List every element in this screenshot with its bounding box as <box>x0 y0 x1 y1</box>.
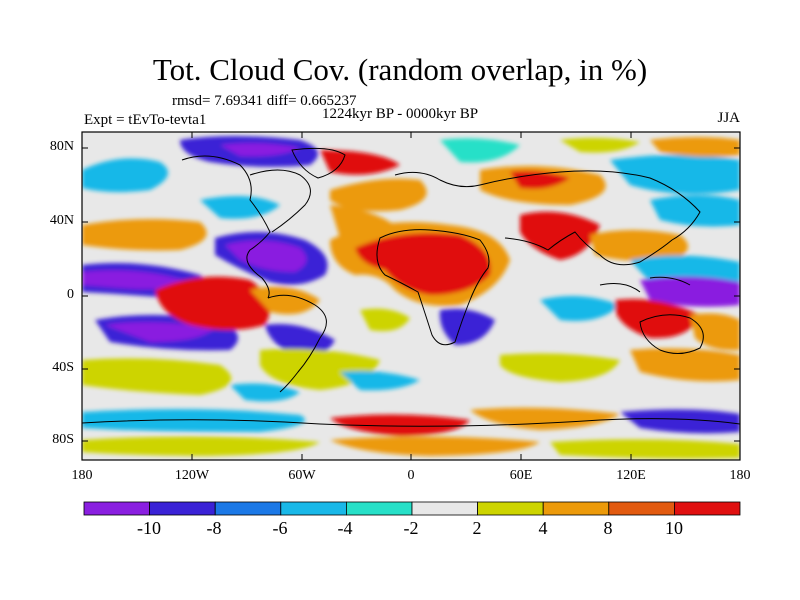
map-title: Tot. Cloud Cov. (random overlap, in %) <box>152 52 648 87</box>
colorbar-swatch <box>411 501 478 516</box>
season-label: JJA <box>717 110 740 126</box>
colorbar-swatch <box>280 501 347 516</box>
colorbar-swatch <box>149 501 216 516</box>
lon-label-120e: 120E <box>616 468 646 483</box>
lat-label-40s: 40S <box>52 360 74 375</box>
colorbar-swatch <box>542 501 610 516</box>
colorbar-swatch <box>83 501 150 516</box>
lon-label-60e: 60E <box>509 468 533 483</box>
axis-ticks <box>82 132 740 460</box>
colorbar-swatch <box>674 501 741 516</box>
lon-label-120w: 120W <box>174 468 210 483</box>
experiment-label: Expt = tEvTo-tevta1 <box>84 112 207 128</box>
colorbar-swatch <box>477 501 544 516</box>
lat-label-40n: 40N <box>49 213 74 228</box>
lat-label-80n: 80N <box>49 139 74 154</box>
colorbar-label: 2 <box>472 518 482 538</box>
lon-label-180e: 180 <box>729 468 751 483</box>
colorbar-label: 8 <box>603 518 613 538</box>
period-label: 1224kyr BP - 0000kyr BP <box>322 106 479 122</box>
rmsd-diff-stats: rmsd= 7.69341 diff= 0.665237 <box>172 93 357 109</box>
colorbar-label: -2 <box>403 518 419 538</box>
lat-label-0: 0 <box>67 287 74 302</box>
lon-label-60w: 60W <box>288 468 316 483</box>
lon-label-180w: 180 <box>71 468 93 483</box>
cloud-cover-field <box>82 132 740 460</box>
colorbar-label: -6 <box>272 518 288 538</box>
colorbar-swatch <box>345 501 413 516</box>
colorbar-label: -10 <box>137 518 161 538</box>
colorbar <box>83 501 741 516</box>
colorbar-label: -8 <box>206 518 222 538</box>
colorbar-swatch <box>214 501 282 516</box>
colorbar-label: -4 <box>337 518 353 538</box>
lon-label-0: 0 <box>407 468 415 483</box>
coastlines <box>82 147 740 427</box>
colorbar-label: 4 <box>538 518 548 538</box>
lat-label-80s: 80S <box>52 432 74 447</box>
colorbar-label: 10 <box>665 518 683 538</box>
colorbar-swatch <box>608 501 675 516</box>
